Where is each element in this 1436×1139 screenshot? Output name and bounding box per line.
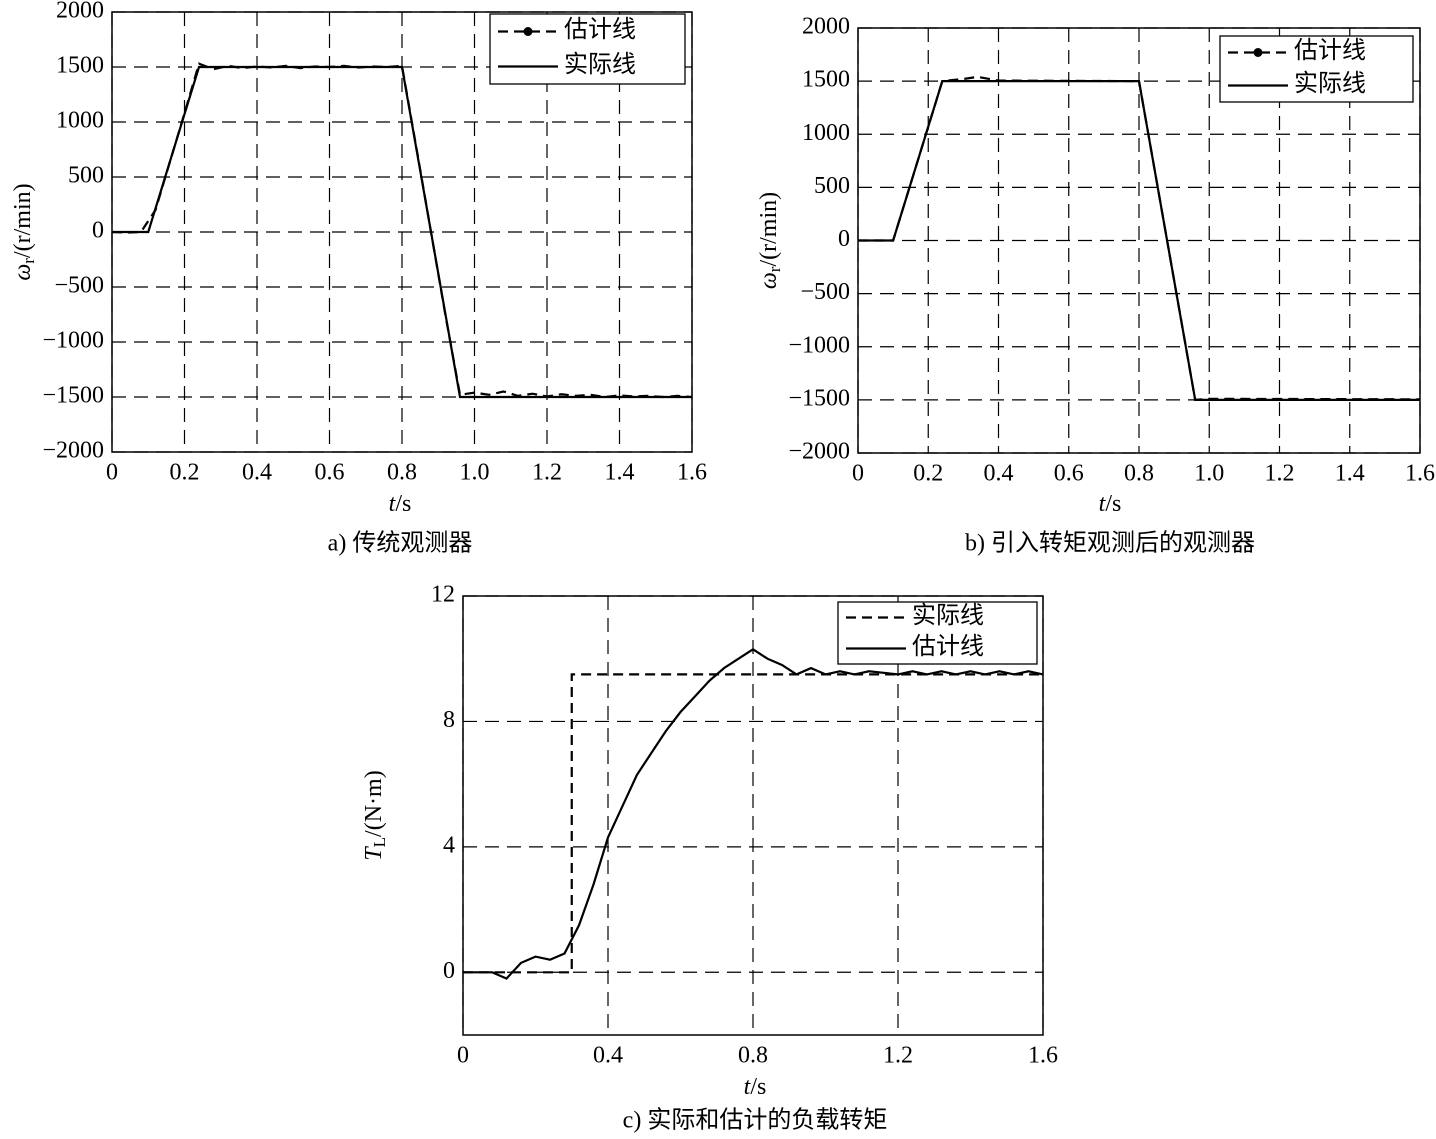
y-tick-label: 1500 bbox=[56, 53, 104, 79]
x-axis-label: t/s bbox=[389, 491, 412, 517]
x-tick-label: 0 bbox=[106, 460, 118, 486]
x-axis-symbol: t bbox=[389, 491, 397, 517]
x-tick-label: 0.6 bbox=[315, 460, 345, 486]
y-tick-label: 0 bbox=[838, 226, 850, 252]
x-tick-label: 0.4 bbox=[984, 461, 1014, 487]
x-tick-label: 0.2 bbox=[170, 460, 200, 486]
x-axis-unit: /s bbox=[395, 491, 411, 517]
x-tick-label: 1.6 bbox=[677, 460, 707, 486]
legend-label: 估计线 bbox=[1294, 37, 1366, 64]
y-tick-label: 2000 bbox=[56, 0, 104, 24]
x-tick-label: 0.4 bbox=[242, 460, 272, 486]
series-line bbox=[112, 65, 692, 399]
y-tick-label: 0 bbox=[443, 958, 455, 984]
series-line bbox=[463, 647, 1044, 980]
x-tick-label: 0 bbox=[852, 461, 864, 487]
y-axis-symbol: ω bbox=[10, 264, 36, 281]
y-tick-label: −1000 bbox=[788, 332, 850, 358]
y-axis-unit: /(N·m) bbox=[361, 770, 387, 837]
y-tick-label: −1500 bbox=[42, 383, 104, 409]
x-axis-symbol: t bbox=[744, 1074, 752, 1100]
y-axis-label: ωr/(r/min) bbox=[756, 192, 784, 289]
y-axis-unit: /(r/min) bbox=[10, 183, 36, 258]
x-axis-label: t/s bbox=[744, 1074, 767, 1100]
legend-label: 实际线 bbox=[1294, 70, 1366, 97]
y-tick-label: −2000 bbox=[788, 439, 850, 465]
y-tick-label: −1000 bbox=[42, 328, 104, 354]
y-axis-subscript: r bbox=[765, 266, 784, 272]
legend-box bbox=[1219, 35, 1414, 103]
series-line bbox=[111, 62, 693, 399]
y-tick-label: −500 bbox=[54, 273, 104, 299]
x-tick-label: 1.6 bbox=[1405, 461, 1435, 487]
x-axis-unit: /s bbox=[750, 1074, 766, 1100]
y-tick-label: 500 bbox=[68, 163, 104, 189]
legend-marker bbox=[523, 27, 533, 36]
y-tick-label: 8 bbox=[443, 707, 455, 733]
x-tick-label: 1.0 bbox=[460, 460, 490, 486]
y-tick-label: −1500 bbox=[788, 385, 850, 411]
x-tick-label: 0.2 bbox=[913, 461, 943, 487]
x-tick-label: 1.4 bbox=[1335, 461, 1365, 487]
x-axis-label: t/s bbox=[1099, 491, 1122, 517]
x-tick-label: 0.8 bbox=[387, 460, 417, 486]
y-tick-label: 12 bbox=[431, 582, 455, 608]
chart: −2000 −1500 −1000 −500 0 500 1000 1500 2000 0 0.2 0… bbox=[756, 14, 1436, 557]
x-tick-label: 1.2 bbox=[532, 460, 562, 486]
y-axis-symbol: ω bbox=[756, 272, 782, 289]
y-tick-label: −500 bbox=[800, 279, 850, 305]
y-axis-subscript: r bbox=[19, 258, 38, 264]
y-tick-label: 500 bbox=[814, 173, 850, 199]
y-axis-label: TL/(N·m) bbox=[361, 770, 389, 860]
chart-caption: a) 传统观测器 bbox=[328, 530, 473, 557]
x-tick-label: 1.0 bbox=[1194, 461, 1224, 487]
y-tick-label: 0 bbox=[92, 218, 104, 244]
series-line bbox=[858, 80, 1420, 401]
x-tick-label: 0.8 bbox=[738, 1043, 768, 1069]
x-tick-label: 1.4 bbox=[605, 460, 635, 486]
chart-caption: b) 引入转矩观测后的观测器 bbox=[965, 530, 1255, 557]
legend-box bbox=[837, 601, 1038, 665]
x-tick-label: 0.4 bbox=[593, 1043, 623, 1069]
y-tick-label: 1000 bbox=[802, 120, 850, 146]
y-axis-unit: /(r/min) bbox=[756, 192, 782, 267]
chart-caption: c) 实际和估计的负载转矩 bbox=[623, 1107, 888, 1134]
legend-label: 估计线 bbox=[564, 16, 636, 43]
x-axis-symbol: t bbox=[1099, 491, 1107, 517]
legend-box bbox=[489, 13, 686, 85]
y-axis-symbol: T bbox=[361, 846, 387, 861]
legend-label: 估计线 bbox=[912, 633, 984, 660]
legend-label: 实际线 bbox=[564, 51, 636, 78]
plot-frame bbox=[462, 595, 1044, 1036]
chart: −2000 −1500 −1000 −500 0 500 1000 1500 2000 0 0.2 0… bbox=[10, 0, 708, 557]
y-tick-label: 2000 bbox=[802, 14, 850, 40]
x-tick-label: 1.2 bbox=[1265, 461, 1295, 487]
y-tick-label: 4 bbox=[443, 832, 455, 858]
x-tick-label: 1.6 bbox=[1028, 1043, 1058, 1069]
y-tick-label: 1000 bbox=[56, 108, 104, 134]
x-axis-unit: /s bbox=[1105, 491, 1121, 517]
y-axis-label: ωr/(r/min) bbox=[10, 183, 38, 280]
series-line bbox=[463, 673, 1043, 974]
x-tick-label: 0.6 bbox=[1054, 461, 1084, 487]
y-tick-label: 1500 bbox=[802, 67, 850, 93]
x-tick-label: 1.2 bbox=[883, 1043, 913, 1069]
y-axis-subscript: L bbox=[370, 837, 389, 847]
legend-label: 实际线 bbox=[912, 602, 984, 629]
y-tick-label: −2000 bbox=[42, 438, 104, 464]
legend-marker bbox=[1253, 48, 1263, 57]
x-tick-label: 0 bbox=[457, 1043, 469, 1069]
x-tick-label: 0.8 bbox=[1124, 461, 1154, 487]
